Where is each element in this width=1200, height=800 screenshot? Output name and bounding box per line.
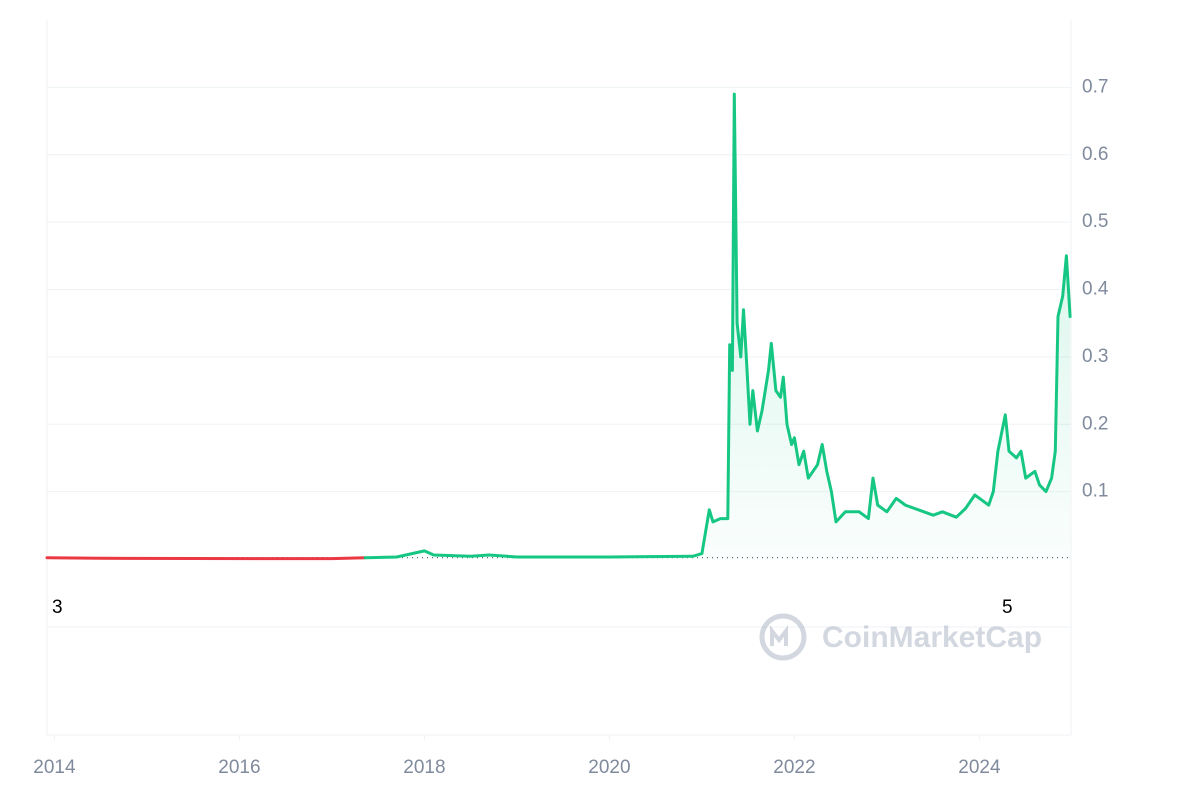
area-fill (365, 94, 1071, 559)
watermark: CoinMarketCap (822, 621, 1042, 654)
x-tick-label: 2016 (218, 757, 260, 778)
x-tick-label: 2014 (33, 757, 76, 778)
annotation: 5 (1002, 597, 1013, 618)
y-tick-label: 0.6 (1082, 144, 1108, 165)
y-tick-label: 0.4 (1082, 279, 1109, 300)
watermark-logo (759, 613, 807, 661)
y-tick-label: 0.5 (1082, 211, 1108, 232)
x-tick-label: 2018 (403, 757, 445, 778)
x-tick-label: 2022 (773, 757, 815, 778)
y-tick-label: 0.7 (1082, 76, 1108, 97)
price-line (363, 92, 1072, 560)
x-tick-label: 2024 (958, 757, 1001, 778)
x-tick-label: 2020 (588, 757, 630, 778)
annotation: 3 (52, 597, 63, 618)
y-tick-label: 0.1 (1082, 481, 1108, 502)
y-tick-label: 0.3 (1082, 346, 1108, 367)
price-line (45, 556, 367, 561)
y-tick-label: 0.2 (1082, 413, 1108, 434)
